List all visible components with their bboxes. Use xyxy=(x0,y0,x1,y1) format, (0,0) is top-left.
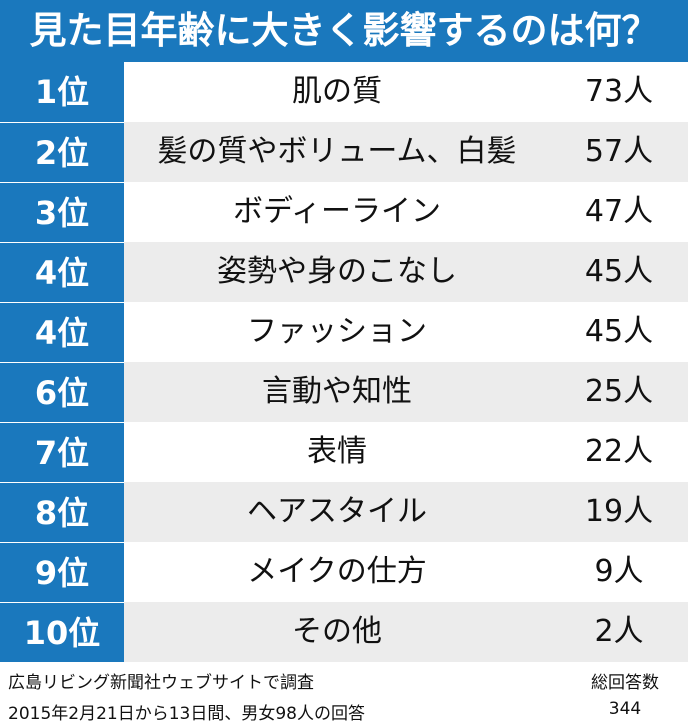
item-cell: ヘアスタイル xyxy=(247,494,427,529)
rank-cell: 10位 xyxy=(0,602,124,662)
table-row: 2位 髪の質やボリューム、白髪 57人 xyxy=(0,122,688,182)
item-cell: その他 xyxy=(292,614,382,649)
table-row: 8位 ヘアスタイル 19人 xyxy=(0,482,688,542)
table-row: 4位 姿勢や身のこなし 45人 xyxy=(0,242,688,302)
item-cell: メイクの仕方 xyxy=(247,554,427,589)
count-cell: 2人 xyxy=(594,614,644,649)
rank-cell: 4位 xyxy=(0,302,124,362)
item-cell: 姿勢や身のこなし xyxy=(217,254,457,289)
table-row: 10位 その他 2人 xyxy=(0,602,688,662)
rank-cell: 7位 xyxy=(0,422,124,482)
count-cell: 45人 xyxy=(584,314,654,349)
count-cell: 47人 xyxy=(584,194,654,229)
count-cell: 45人 xyxy=(584,254,654,289)
table-row: 1位 肌の質 73人 xyxy=(0,62,688,122)
table-row: 7位 表情 22人 xyxy=(0,422,688,482)
count-cell: 9人 xyxy=(594,554,644,589)
count-cell: 57人 xyxy=(584,134,654,169)
source-line-1: 広島リビング新聞社ウェブサイトで調査 xyxy=(8,673,314,693)
table-row: 4位 ファッション 45人 xyxy=(0,302,688,362)
rank-cell: 8位 xyxy=(0,482,124,542)
total-value: 344 xyxy=(608,699,642,719)
table-row: 6位 言動や知性 25人 xyxy=(0,362,688,422)
count-cell: 25人 xyxy=(584,374,654,409)
table-row: 9位 メイクの仕方 9人 xyxy=(0,542,688,602)
count-cell: 73人 xyxy=(584,74,654,109)
count-cell: 22人 xyxy=(584,434,654,469)
ranking-table: 1位 肌の質 73人 2位 髪の質やボリューム、白髪 57人 3位 ボディーライン 47人 4位 姿… xyxy=(0,62,688,662)
item-cell: ボディーライン xyxy=(233,194,441,229)
rank-cell: 1位 xyxy=(0,62,124,122)
table-row: 3位 ボディーライン 47人 xyxy=(0,182,688,242)
item-cell: 髪の質やボリューム、白髪 xyxy=(157,134,517,169)
rank-cell: 9位 xyxy=(0,542,124,602)
rank-cell: 6位 xyxy=(0,362,124,422)
chart-title: 見た目年齢に大きく影響するのは何？ xyxy=(0,0,688,62)
rank-cell: 3位 xyxy=(0,182,124,242)
item-cell: 肌の質 xyxy=(292,74,382,109)
total-label: 総回答数 xyxy=(591,673,659,693)
item-cell: 言動や知性 xyxy=(262,374,412,409)
item-cell: ファッション xyxy=(247,314,427,349)
rank-cell: 4位 xyxy=(0,242,124,302)
footer: 広島リビング新聞社ウェブサイトで調査 2015年2月21日から13日間、男女98… xyxy=(0,662,688,727)
count-cell: 19人 xyxy=(584,494,654,529)
source-line-2: 2015年2月21日から13日間、男女98人の回答 xyxy=(8,704,365,724)
rank-cell: 2位 xyxy=(0,122,124,182)
item-cell: 表情 xyxy=(307,434,367,469)
